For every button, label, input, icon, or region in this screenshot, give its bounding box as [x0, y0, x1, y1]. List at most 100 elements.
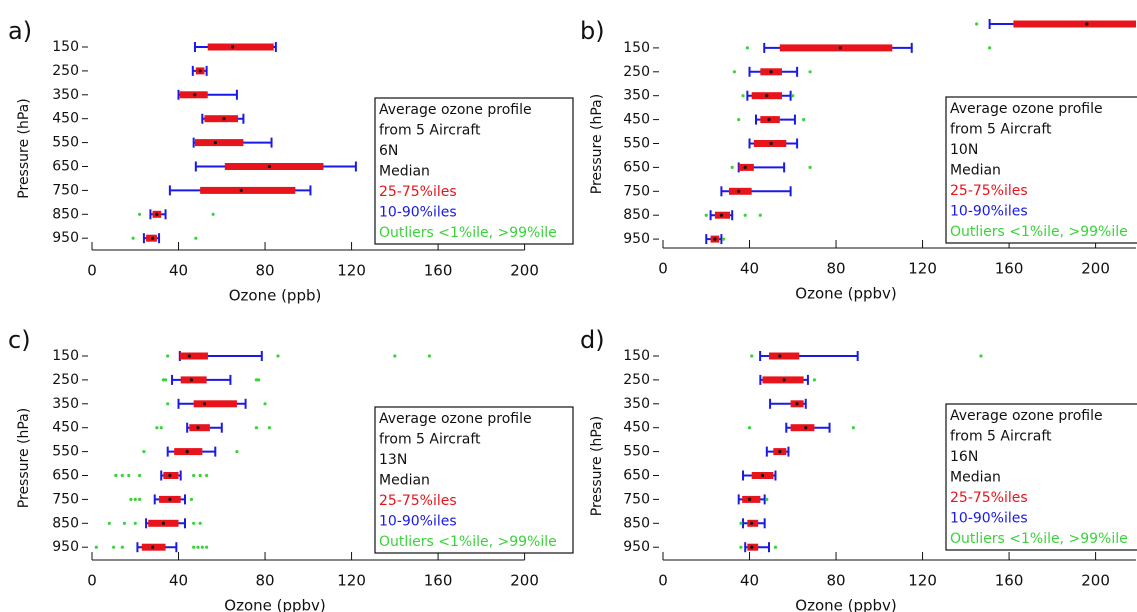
- median: [161, 521, 165, 525]
- outlier: [166, 402, 170, 406]
- median: [193, 93, 197, 97]
- box: [200, 186, 296, 194]
- outlier: [205, 473, 209, 478]
- median: [838, 46, 842, 50]
- outlier: [163, 378, 168, 382]
- y-tick-label: 850: [623, 207, 650, 223]
- median: [750, 545, 754, 549]
- x-tick-label: 80: [255, 262, 274, 280]
- x-tick-label: 0: [87, 262, 97, 280]
- outlier: [256, 378, 261, 382]
- x-tick-label: 120: [908, 572, 937, 590]
- legend-line: Average ozone profile: [379, 102, 532, 118]
- box: [204, 115, 239, 123]
- median: [1085, 22, 1089, 26]
- median: [719, 213, 724, 217]
- x-tick-label: 200: [1081, 572, 1110, 590]
- y-tick-label: 150: [52, 348, 79, 364]
- legend-line: Average ozone profile: [379, 411, 532, 427]
- median: [778, 354, 782, 358]
- plot-area: [737, 351, 983, 553]
- median: [804, 426, 808, 430]
- median: [168, 497, 172, 501]
- box: [1013, 20, 1136, 28]
- x-tick-label: 200: [510, 262, 539, 280]
- median: [782, 378, 786, 382]
- outlier: [196, 545, 200, 549]
- legend-entry: 25-75%iles: [379, 184, 457, 200]
- legend-line: 6N: [379, 143, 398, 159]
- x-axis-title: Ozone (ppbv): [795, 285, 897, 303]
- median: [168, 473, 172, 478]
- legend-entry: 10-90%iles: [950, 204, 1028, 220]
- panel: d) Pressure (hPa) Ozone (ppbv) 0 40 80 120 160 2…: [580, 326, 1137, 612]
- legend-line: 16N: [950, 449, 978, 465]
- x-tick-label: 40: [169, 572, 188, 590]
- median: [769, 70, 773, 74]
- y-axis-title: Pressure (hPa): [589, 416, 605, 516]
- median: [760, 473, 765, 478]
- y-tick-label: 350: [623, 88, 650, 104]
- x-tick-label: 40: [740, 572, 759, 590]
- outlier: [142, 450, 146, 454]
- legend-entry: 10-90%iles: [379, 514, 457, 530]
- outlier: [120, 473, 124, 478]
- x-tick-label: 0: [658, 572, 668, 590]
- y-tick-label: 750: [623, 183, 650, 199]
- y-tick-label: 450: [52, 111, 79, 127]
- median: [155, 212, 159, 216]
- outlier: [131, 236, 135, 240]
- outlier: [808, 70, 812, 74]
- outlier: [107, 521, 111, 525]
- median: [747, 497, 752, 501]
- outlier: [198, 521, 202, 525]
- panel-label: b): [580, 17, 605, 45]
- outlier: [773, 545, 778, 549]
- y-tick-label: 950: [623, 539, 650, 555]
- outlier: [137, 473, 142, 478]
- y-tick-label: 950: [52, 539, 79, 555]
- y-tick-label: 950: [52, 230, 79, 246]
- median: [189, 378, 194, 382]
- median: [750, 521, 754, 525]
- legend-box: [945, 403, 1137, 551]
- y-tick-label: 650: [52, 159, 79, 175]
- median: [767, 118, 771, 122]
- box: [189, 424, 210, 432]
- panel: b) Pressure (hPa) Ozone (ppbv) 0 40 80 120 160 2…: [580, 17, 1137, 303]
- outlier: [741, 94, 745, 98]
- x-tick-label: 80: [826, 572, 845, 590]
- y-tick-label: 450: [623, 420, 650, 436]
- y-tick-label: 250: [623, 372, 650, 388]
- outlier: [127, 473, 131, 478]
- y-tick-label: 150: [52, 39, 79, 55]
- outlier: [276, 354, 280, 358]
- outlier: [747, 426, 752, 430]
- outlier: [133, 521, 137, 525]
- median: [213, 141, 217, 145]
- legend-entry: 25-75%iles: [379, 493, 457, 509]
- legend-line: from 5 Aircraft: [379, 432, 481, 448]
- x-tick-label: 120: [908, 260, 937, 278]
- box: [779, 44, 893, 52]
- legend-entry: Outliers <1%ile, >99%ile: [950, 531, 1128, 547]
- outlier: [192, 473, 196, 478]
- legend-line: from 5 Aircraft: [950, 429, 1052, 445]
- outlier: [393, 354, 397, 358]
- y-axis-title: Pressure (hPa): [16, 408, 32, 508]
- x-tick-label: 0: [87, 572, 97, 590]
- outlier: [112, 545, 116, 549]
- outlier: [732, 70, 736, 74]
- median: [239, 188, 243, 192]
- y-tick-label: 850: [52, 206, 79, 222]
- median: [737, 189, 741, 193]
- outlier: [737, 118, 741, 122]
- outlier: [988, 46, 992, 50]
- legend-entry: 25-75%iles: [950, 490, 1028, 506]
- outlier: [739, 521, 743, 525]
- median: [765, 94, 769, 98]
- x-tick-label: 40: [169, 262, 188, 280]
- y-tick-label: 450: [623, 112, 650, 128]
- legend-entry: Outliers <1%ile, >99%ile: [950, 224, 1128, 240]
